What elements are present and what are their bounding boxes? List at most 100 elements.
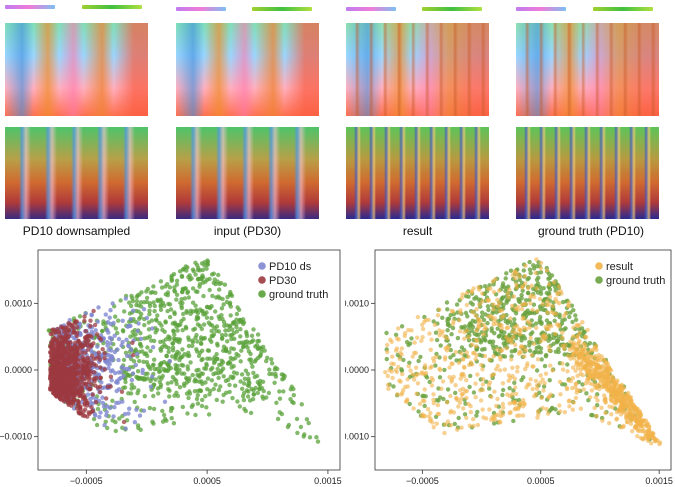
right-plot-point-result — [468, 404, 473, 409]
left-plot-point-pd10-ds — [119, 343, 124, 348]
right-plot-point-result — [530, 307, 535, 312]
left-plot-point-ground-truth — [255, 332, 261, 337]
left-plot-axes-frame — [37, 249, 341, 471]
right-plot-point-ground-truth — [482, 337, 487, 342]
left-plot-point-ground-truth — [132, 399, 137, 405]
right-plot-point-result — [510, 272, 516, 278]
left-plot-point-ground-truth — [249, 360, 254, 366]
right-plot-point-ground-truth — [546, 271, 552, 277]
caption-result: result — [402, 224, 433, 238]
left-plot-point-ground-truth — [151, 284, 156, 289]
left-plot-point-ground-truth — [151, 300, 156, 305]
left-plot-point-pd10-ds — [101, 404, 107, 409]
left-plot-point-ground-truth — [251, 327, 256, 332]
right-plot-point-result — [544, 406, 549, 412]
left-plot-point-ground-truth — [267, 367, 272, 372]
right-plot-point-result — [412, 340, 417, 345]
left-plot-point-ground-truth — [135, 369, 141, 374]
left-plot-point-ground-truth — [239, 348, 244, 353]
left-plot-point-pd30 — [85, 360, 91, 365]
right-plot-point-result — [481, 322, 486, 327]
left-plot-xtick-label: 0.0015 — [314, 476, 342, 486]
right-plot-point-result — [508, 316, 513, 321]
left-plot-point-ground-truth — [315, 439, 321, 444]
right-plot-point-result — [480, 387, 485, 393]
colorbar-4b — [593, 7, 653, 11]
right-plot-point-result — [468, 360, 474, 365]
right-plot-point-result — [498, 348, 504, 354]
right-plot-point-result — [527, 382, 532, 387]
left-plot-point-ground-truth — [167, 394, 172, 399]
left-plot-point-ground-truth — [249, 333, 255, 338]
left-plot-point-ground-truth — [231, 346, 237, 352]
right-plot-point-ground-truth — [589, 412, 594, 418]
right-plot-point-result — [507, 410, 512, 416]
left-plot-point-ground-truth — [204, 405, 209, 410]
right-plot-point-result — [464, 395, 469, 401]
left-plot-point-ground-truth — [152, 357, 157, 362]
right-plot-point-result — [408, 368, 413, 373]
left-plot-point-ground-truth — [199, 309, 205, 314]
right-plot-point-result — [473, 357, 478, 362]
left-plot-point-ground-truth — [190, 343, 195, 349]
left-plot-point-ground-truth — [167, 302, 173, 307]
left-plot-point-ground-truth — [168, 408, 174, 414]
left-plot-point-ground-truth — [241, 321, 246, 327]
right-plot-point-result — [571, 334, 576, 339]
left-plot-point-pd30 — [50, 381, 56, 386]
left-plot-point-ground-truth — [165, 308, 170, 314]
left-plot-point-ground-truth — [147, 405, 153, 411]
right-plot-point-result — [506, 378, 511, 383]
right-plot-point-result — [474, 328, 479, 333]
right-plot-point-result — [533, 270, 538, 276]
left-plot-point-ground-truth — [165, 381, 170, 386]
left-plot-point-pd30 — [96, 354, 101, 360]
right-plot-point-result — [487, 380, 493, 385]
left-plot-point-pd30 — [73, 385, 78, 390]
right-plot-point-result — [504, 335, 509, 340]
left-plot-point-ground-truth — [145, 345, 150, 350]
left-plot-point-ground-truth — [250, 364, 255, 369]
left-plot-point-ground-truth — [135, 391, 140, 396]
left-plot-point-ground-truth — [147, 308, 152, 313]
right-plot-point-result — [577, 349, 582, 354]
right-plot-point-result — [577, 331, 582, 336]
right-plot-point-result — [493, 277, 498, 282]
left-plot-point-ground-truth — [220, 360, 226, 365]
right-plot-point-ground-truth — [450, 325, 456, 331]
left-plot-point-ground-truth — [244, 333, 250, 339]
left-plot-point-pd30 — [81, 381, 86, 387]
left-plot-point-ground-truth — [186, 343, 192, 349]
right-plot-point-result — [624, 419, 630, 425]
right-plot-point-result — [457, 318, 462, 323]
left-plot-point-pd30 — [59, 324, 64, 330]
right-plot-point-ground-truth — [384, 356, 389, 362]
right-plot-point-result — [538, 380, 543, 385]
right-plot-point-ground-truth — [519, 292, 524, 298]
right-plot-point-ground-truth — [573, 317, 579, 322]
left-plot-point-pd30 — [64, 383, 69, 388]
left-plot-point-pd10-ds — [95, 319, 100, 324]
left-plot-point-pd30 — [70, 330, 76, 335]
left-plot-point-ground-truth — [234, 311, 240, 317]
left-plot-point-ground-truth — [206, 348, 212, 353]
right-plot-point-result — [538, 260, 544, 266]
right-plot-point-result — [550, 368, 555, 373]
right-plot-point-result — [510, 392, 515, 397]
right-plot-point-ground-truth — [480, 310, 485, 315]
left-plot-point-pd30 — [90, 408, 96, 414]
right-plot-legend-label: ground truth — [606, 275, 665, 287]
right-plot-point-result — [477, 302, 482, 307]
right-plot-point-result — [410, 354, 415, 359]
left-plot-point-pd30 — [57, 395, 62, 400]
right-plot-point-result — [560, 335, 565, 341]
left-plot-point-ground-truth — [180, 404, 185, 410]
right-plot-point-result — [633, 423, 639, 429]
left-plot-point-pd30 — [72, 346, 77, 351]
right-plot-point-result — [495, 396, 500, 402]
right-plot-point-ground-truth — [434, 337, 440, 343]
right-plot-point-ground-truth — [393, 332, 399, 337]
left-plot-point-pd30 — [91, 341, 96, 346]
left-plot-point-pd30 — [89, 405, 94, 410]
left-plot-point-ground-truth — [153, 377, 158, 382]
